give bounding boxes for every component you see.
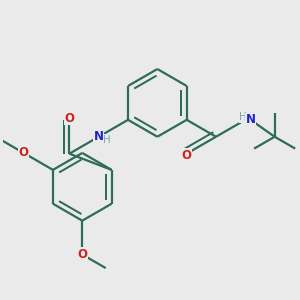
Text: N: N [94,130,104,143]
Text: O: O [64,112,74,125]
Text: N: N [246,113,256,126]
Text: H: H [103,135,111,145]
Text: H: H [239,112,247,122]
Text: O: O [77,248,87,261]
Text: O: O [19,146,28,159]
Text: O: O [182,149,192,162]
